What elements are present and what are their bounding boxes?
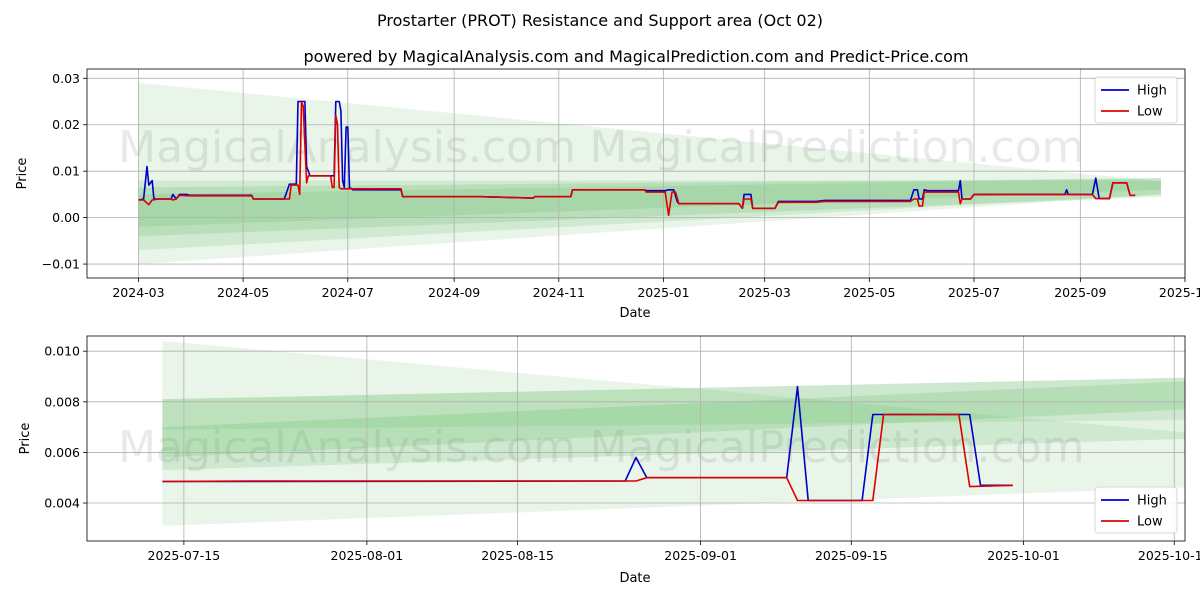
band-group [138, 82, 1161, 265]
resistance-support-band [162, 377, 1185, 471]
x-tick-label: 2025-09-15 [815, 548, 888, 563]
plot-frame [86, 335, 1186, 542]
x-tick-label: 2025-07-15 [148, 548, 221, 563]
x-tick-label: 2024-03 [112, 285, 164, 300]
top-chart: MagicalAnalysis.com MagicalPrediction.com… [15, 68, 1200, 321]
y-tick-label: 0.00 [52, 210, 80, 225]
x-axis-label: Date [619, 306, 650, 321]
low-price-line [138, 100, 1136, 217]
resistance-support-band [162, 341, 1185, 526]
resistance-support-band [138, 180, 1161, 251]
y-tick-label: 0.02 [52, 117, 80, 132]
legend-label-high: High [1137, 494, 1167, 509]
resistance-support-band [162, 381, 1185, 458]
y-tick-label: −0.01 [42, 257, 80, 272]
x-tick-label: 2025-09-01 [664, 548, 737, 563]
y-tick-label: 0.004 [44, 496, 80, 511]
y-tick-label: 0.006 [44, 445, 80, 460]
resistance-support-band [138, 178, 1161, 237]
y-tick-label: 0.010 [44, 344, 80, 359]
x-tick-label: 2025-05 [843, 285, 895, 300]
legend-label-low: Low [1137, 105, 1163, 120]
x-tick-label: 2025-10-01 [987, 548, 1060, 563]
legend: High Low [1094, 486, 1178, 534]
x-tick-label: 2025-07 [948, 285, 1000, 300]
x-tick-label: 2025-01 [637, 285, 689, 300]
x-tick-label: 2025-08-15 [481, 548, 554, 563]
chart-title: Prostarter (PROT) Resistance and Support… [377, 11, 823, 30]
y-tick-label: 0.03 [52, 71, 80, 86]
y-axis-label: Price [18, 423, 33, 455]
chart-subtitle: powered by MagicalAnalysis.com and Magic… [303, 47, 968, 66]
plot-frame [86, 68, 1186, 279]
resistance-support-band [138, 82, 1161, 265]
x-tick-label: 2024-11 [533, 285, 585, 300]
watermark-text: MagicalAnalysis.com [118, 122, 576, 173]
x-tick-label: 2025-11 [1159, 285, 1200, 300]
x-tick-label: 2025-03 [739, 285, 791, 300]
band-group [162, 341, 1185, 526]
legend-label-low: Low [1137, 515, 1163, 530]
y-axis-label: Price [15, 158, 30, 190]
series-group [162, 385, 1013, 502]
low-price-line [162, 413, 1013, 502]
watermark-text: MagicalPrediction.com [590, 422, 1085, 473]
x-tick-label: 2025-10-15 [1138, 548, 1200, 563]
x-axis-label: Date [619, 571, 650, 586]
x-tick-label: 2025-08-01 [331, 548, 404, 563]
bottom-chart: MagicalAnalysis.com MagicalPrediction.com… [18, 335, 1200, 586]
watermark-text: MagicalAnalysis.com [118, 422, 576, 473]
y-tick-label: 0.01 [52, 164, 80, 179]
x-tick-label: 2024-05 [217, 285, 269, 300]
resistance-support-band [162, 377, 1185, 430]
x-tick-label: 2024-07 [322, 285, 374, 300]
legend-label-high: High [1137, 84, 1167, 99]
x-tick-label: 2024-09 [428, 285, 480, 300]
legend: High Low [1094, 76, 1178, 124]
series-group [138, 100, 1136, 217]
x-tick-label: 2025-09 [1054, 285, 1106, 300]
y-tick-label: 0.008 [44, 394, 80, 409]
watermark-text: MagicalPrediction.com [590, 122, 1085, 173]
